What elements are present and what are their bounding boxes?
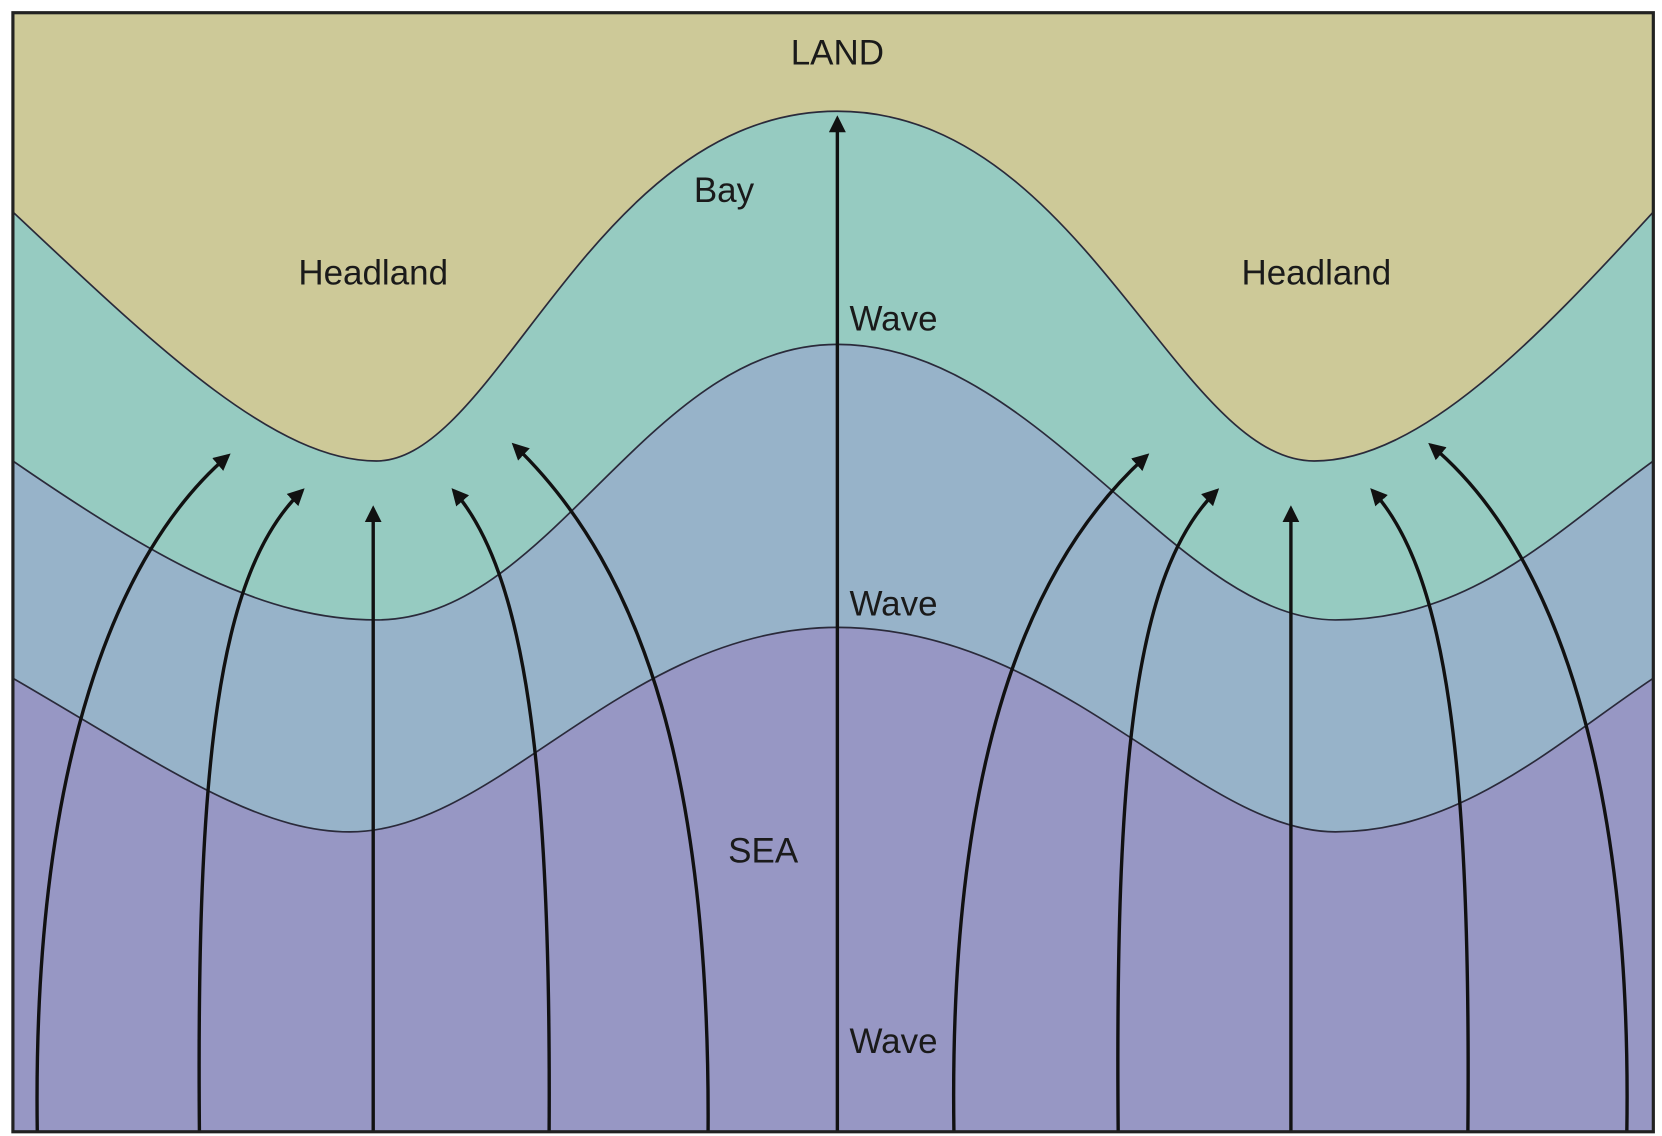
diagram: LAND Bay Headland Headland Wave Wave Wav… (0, 0, 1662, 1136)
wave-label: Wave (849, 1022, 937, 1061)
wave-label: Wave (849, 584, 937, 623)
land-label: LAND (791, 33, 884, 72)
bay-label: Bay (694, 171, 755, 210)
page: LAND Bay Headland Headland Wave Wave Wav… (0, 0, 1662, 1136)
headland-label: Headland (298, 254, 448, 293)
sea-label: SEA (728, 831, 799, 870)
headland-label: Headland (1241, 254, 1391, 293)
regions (0, 0, 1662, 1136)
wave-label: Wave (849, 299, 937, 338)
